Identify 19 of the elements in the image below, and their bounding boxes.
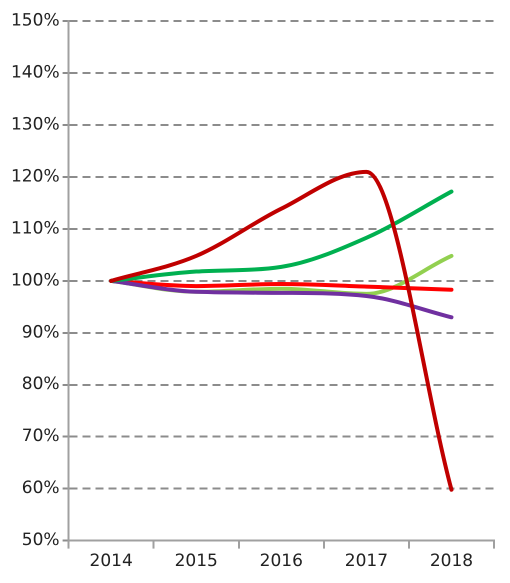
y-tick-label: 110% <box>10 218 60 238</box>
x-tick-label: 2018 <box>430 551 474 572</box>
y-tick-label: 120% <box>10 166 60 186</box>
x-tick-label: 2014 <box>90 551 133 572</box>
y-tick-label: 130% <box>10 114 60 134</box>
y-tick-label: 100% <box>10 270 60 290</box>
y-tick-label: 80% <box>22 374 60 394</box>
line-series <box>109 170 454 492</box>
x-tick-label: 2016 <box>260 551 303 572</box>
x-tick-label: 2017 <box>344 551 388 572</box>
x-tick-label: 2015 <box>174 551 218 572</box>
y-tick-label: 140% <box>10 62 60 83</box>
line-series <box>109 190 454 283</box>
y-tick-label: 60% <box>22 478 60 498</box>
y-tick-label: 90% <box>22 322 60 342</box>
line-series <box>109 278 454 320</box>
y-tick-label: 150% <box>10 10 60 31</box>
y-tick-label: 50% <box>22 530 60 550</box>
y-tick-label: 70% <box>22 426 60 446</box>
